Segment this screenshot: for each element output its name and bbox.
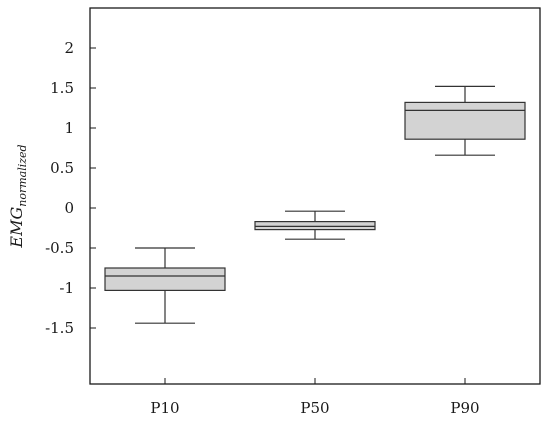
x-tick-label: P90: [450, 399, 479, 417]
x-tick-label: P10: [150, 399, 179, 417]
y-tick-label: 0: [64, 199, 74, 217]
x-tick-label: P50: [300, 399, 329, 417]
y-tick-label: 0.5: [50, 159, 74, 177]
y-axis: 2 1.5 1 0.5 0 -0.5 -1 -1.5: [45, 39, 96, 337]
box-p10: [104, 247, 226, 324]
y-tick-label: 2: [64, 39, 74, 57]
y-axis-title-subscript: normalized: [16, 144, 29, 206]
plot-area-frame: [89, 7, 541, 385]
box-p90: [404, 85, 526, 156]
x-axis: P10 P50 P90: [150, 378, 480, 417]
box-iqr: [104, 267, 226, 291]
box-iqr: [254, 221, 376, 231]
y-tick-label: -0.5: [45, 239, 74, 257]
y-tick-label: -1: [59, 279, 74, 297]
y-tick-label: 1: [64, 119, 74, 137]
y-axis-title: EMGnormalized: [7, 144, 29, 248]
box-p50: [254, 210, 376, 240]
box-series: [104, 85, 526, 324]
y-tick-label: -1.5: [45, 319, 74, 337]
box-iqr: [404, 101, 526, 140]
y-tick-label: 1.5: [50, 79, 74, 97]
y-axis-title-main: EMG: [7, 207, 26, 249]
